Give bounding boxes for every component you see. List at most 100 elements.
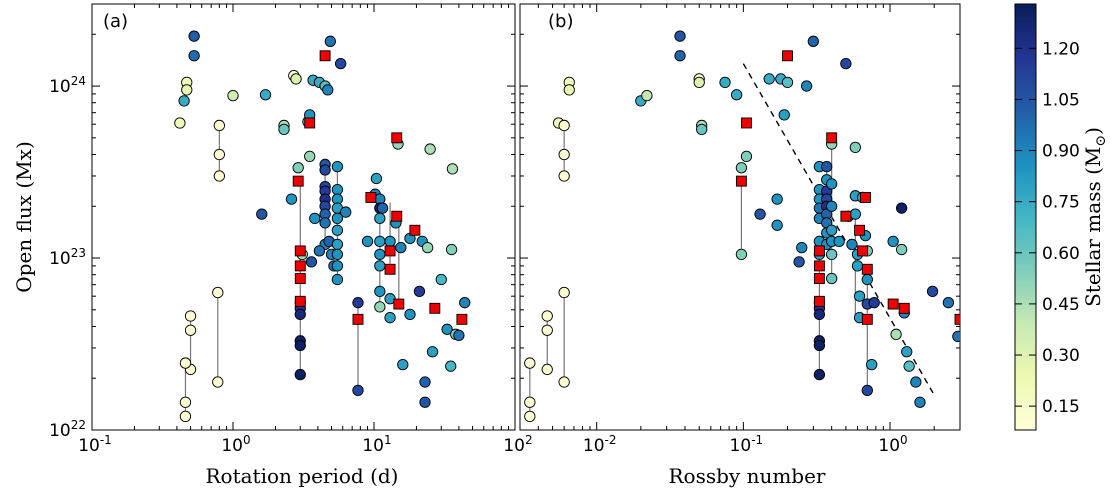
panel-a-frame (91, 3, 516, 431)
star-point (319, 217, 331, 229)
star-point (426, 346, 439, 358)
panel-b-squares (735, 50, 960, 325)
star-point (309, 212, 321, 225)
red-square-point (887, 298, 899, 310)
star-point (374, 248, 386, 261)
colorbar-tick-label: 0.45 (1042, 295, 1080, 315)
red-square-point (826, 132, 838, 144)
star-point (384, 235, 396, 248)
star-point (340, 206, 352, 218)
star-point (851, 260, 864, 272)
star-point (840, 57, 852, 70)
colorbar-tick-label: 0.75 (1042, 193, 1080, 213)
colorbar: 0.15 0.30 0.45 0.60 0.75 0.90 1.05 1.20 Stellar… (1014, 3, 1109, 431)
red-square-point (857, 245, 869, 257)
red-square-point (813, 260, 825, 272)
red-square-point (384, 263, 396, 275)
x-tick-label-a: 10-1 (78, 433, 112, 456)
red-square-point (294, 295, 306, 307)
star-point (188, 30, 200, 42)
star-point (558, 119, 570, 132)
star-point (445, 243, 458, 256)
star-point (903, 360, 915, 372)
x-tick-label-a: 101 (362, 433, 391, 456)
red-square-point (456, 313, 468, 325)
red-square-point (304, 117, 316, 129)
x-tick-label-a: 100 (221, 433, 250, 456)
star-point (352, 297, 364, 309)
star-point (926, 285, 939, 298)
star-point (305, 256, 318, 268)
star-point (861, 384, 873, 397)
star-point (563, 84, 575, 96)
star-point (184, 310, 197, 322)
star-point (849, 141, 861, 154)
red-square-point (861, 263, 873, 275)
star-point (294, 308, 306, 321)
star-point (374, 212, 386, 225)
star-point (352, 384, 364, 397)
x-axis-title-a: Rotation period (d) (206, 464, 399, 488)
x-tick-label-b: 10-1 (730, 433, 764, 456)
star-point (322, 84, 334, 96)
star-point (331, 183, 344, 196)
colorbar-tick-label: 1.05 (1042, 90, 1080, 110)
star-point (304, 150, 316, 163)
star-point (821, 160, 833, 173)
star-point (674, 50, 686, 62)
red-square-point (735, 175, 747, 187)
star-point (334, 57, 347, 70)
star-point (914, 396, 926, 408)
star-point (796, 241, 808, 254)
star-point (331, 273, 344, 286)
star-point (866, 358, 878, 371)
star-point (181, 84, 193, 96)
star-point (292, 162, 304, 174)
star-point (174, 117, 186, 129)
red-square-point (292, 175, 304, 187)
star-point (294, 339, 306, 352)
star-point (833, 235, 845, 248)
star-point (771, 219, 783, 231)
star-point (184, 324, 197, 336)
panel-b-frame (519, 3, 961, 431)
star-point (641, 89, 653, 102)
star-point (524, 396, 536, 408)
star-point (952, 330, 960, 343)
star-point (524, 410, 536, 423)
star-point (259, 89, 272, 101)
colorbar-tick-label: 0.60 (1042, 244, 1080, 264)
star-point (735, 248, 748, 261)
star-point (826, 272, 838, 285)
star-point (771, 193, 783, 205)
star-point (740, 150, 753, 163)
y-axis-title: Open flux (Mx) (12, 141, 36, 293)
panel-b-axis-ticks (519, 3, 961, 431)
y-tick-label: 1023 (49, 246, 86, 269)
x-tick-label-a: 102 (503, 433, 532, 456)
star-point (826, 224, 838, 236)
star-point (778, 109, 790, 121)
star-point (413, 285, 426, 298)
red-square-point (954, 313, 960, 325)
panel-b: (b) (519, 3, 961, 431)
star-point (942, 297, 955, 309)
star-point (813, 339, 826, 352)
star-point (290, 73, 302, 85)
red-square-point (840, 210, 852, 222)
red-square-point (813, 245, 825, 257)
y-tick-label: 1024 (49, 74, 86, 97)
red-square-point (860, 192, 871, 203)
x-axis-title-b: Rossby number (668, 464, 825, 488)
star-point (763, 73, 775, 85)
panel-b-circles (524, 30, 960, 423)
panel-a: (a) (91, 3, 516, 431)
star-point (324, 35, 336, 47)
star-point (890, 328, 902, 340)
star-point (395, 241, 407, 254)
star-point (693, 76, 705, 89)
colorbar-tick-label: 0.90 (1042, 142, 1080, 162)
red-square-point (429, 302, 441, 314)
star-point (213, 148, 225, 161)
red-square-point (365, 192, 377, 203)
